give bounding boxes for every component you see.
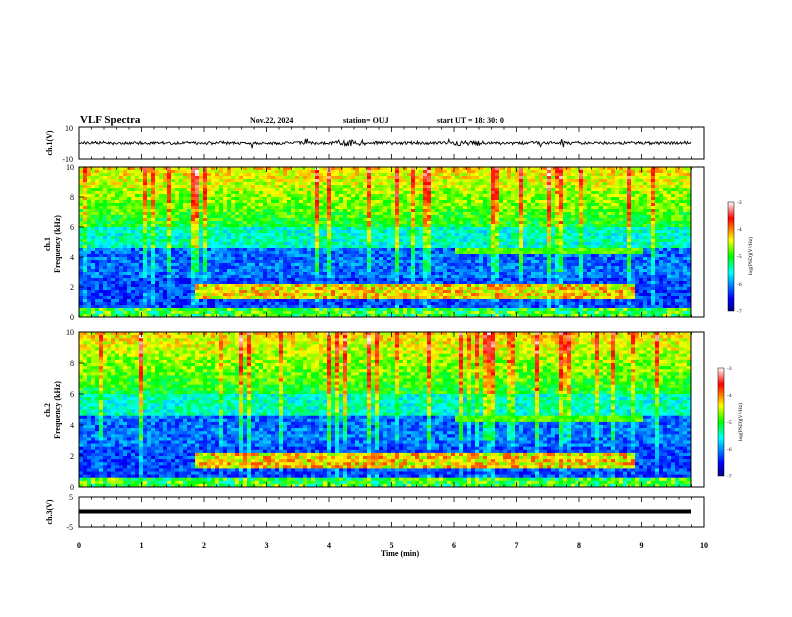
ytick-label: 4	[70, 421, 74, 430]
ytick-label: 6	[70, 223, 74, 232]
ch3-ytick-top: 5	[69, 493, 73, 502]
ch1-ytick-top: 10	[65, 124, 73, 133]
panel-ch1-waveform: 10 -10 ch.1(V)	[45, 124, 704, 164]
colorbar-ch2-tick-bottom: -7	[727, 474, 732, 480]
ytick-label: 2	[70, 452, 74, 461]
colorbar-ch1-tick-4: -6	[737, 282, 742, 288]
xtick-label: 10	[700, 541, 708, 550]
colorbar-ch2-tick-2: -4	[727, 393, 732, 399]
colorbar-ch1: -3 -4 -5 -6 -7 log(PSD)(V²/Hz)	[728, 200, 754, 315]
xtick-label: 9	[640, 541, 644, 550]
colorbar-ch1-tick-3: -5	[737, 254, 742, 260]
colorbar-ch1-label: log(PSD)(V²/Hz)	[747, 237, 754, 275]
xtick-label: 8	[577, 541, 581, 550]
xtick-label: 3	[265, 541, 269, 550]
x-axis-label: Time (min)	[381, 549, 420, 558]
colorbar-ch2-label: log(PSD)(V²/Hz)	[737, 403, 744, 441]
xtick-label: 0	[77, 541, 81, 550]
header-station: station= OUJ	[343, 116, 389, 125]
figure-title: VLF Spectra	[80, 114, 141, 126]
ytick-label: 10	[66, 163, 74, 172]
ch1-ylabel: ch.1(V)	[45, 130, 54, 155]
ytick-label: 0	[70, 483, 74, 492]
xtick-label: 1	[140, 541, 144, 550]
colorbar-ch1-gradient	[728, 202, 734, 311]
spectrogram-ch2	[79, 332, 691, 487]
xtick-label: 4	[327, 541, 331, 550]
waveform-ch3-trace	[79, 510, 691, 514]
ytick-label: 8	[70, 193, 74, 202]
ytick-label: 4	[70, 253, 74, 262]
colorbar-ch2-gradient	[718, 368, 724, 476]
spectrogram-ch2-ylabel-channel: ch.2	[43, 403, 52, 417]
colorbar-ch2-tick-3: -5	[727, 420, 732, 426]
ytick-label: 2	[70, 283, 74, 292]
colorbar-ch1-tick-top: -3	[737, 200, 742, 206]
panel-ch2-spectrogram: 0 2 4 6 8 10 ch.2 Frequency (kHz)	[43, 328, 704, 492]
colorbar-ch2-tick-top: -3	[727, 366, 732, 372]
header-date: Nov.22, 2024	[250, 116, 293, 125]
colorbar-ch2-tick-4: -6	[727, 447, 732, 453]
xtick-label: 2	[202, 541, 206, 550]
colorbar-ch1-tick-2: -4	[737, 227, 742, 233]
panel-ch1-spectrogram: 0 2 4 6 8 10 ch.1 Frequency (kHz)	[43, 163, 704, 322]
ch3-ylabel: ch.3(V)	[45, 499, 54, 524]
ytick-label: 6	[70, 390, 74, 399]
spectrogram-ch2-ylabel-freq: Frequency (kHz)	[53, 381, 62, 439]
xtick-label: 7	[515, 541, 519, 550]
panel-ch3-waveform: 5 -5 ch.3(V)	[45, 493, 704, 532]
header-start-time: start UT = 18: 30: 0	[437, 116, 504, 125]
xtick-label: 6	[452, 541, 456, 550]
ytick-label: 8	[70, 359, 74, 368]
colorbar-ch2: -3 -4 -5 -6 -7 log(PSD)(V²/Hz)	[718, 366, 744, 480]
ytick-label: 0	[70, 313, 74, 322]
spectrogram-ch1-ylabel-freq: Frequency (kHz)	[53, 215, 62, 273]
ytick-label: 10	[66, 328, 74, 337]
spectrogram-ch1-ylabel-channel: ch.1	[43, 237, 52, 251]
spectrogram-ch1	[79, 167, 691, 317]
colorbar-ch1-tick-bottom: -7	[737, 309, 742, 315]
ch3-ytick-bottom: -5	[66, 523, 73, 532]
